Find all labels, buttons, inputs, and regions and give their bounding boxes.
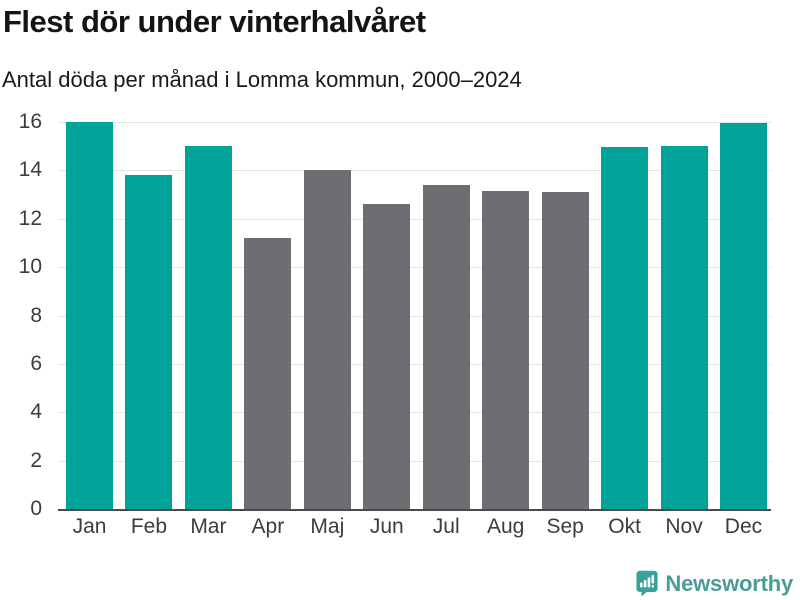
x-axis: Jan Feb Mar Apr Maj Jun Jul Aug Sep Okt Nov Dec — [58, 515, 771, 539]
bars-row — [58, 122, 771, 509]
speech-bubble-shape — [636, 570, 658, 597]
y-tick-label-8: 8 — [30, 303, 42, 327]
y-tick-label-0: 0 — [30, 497, 42, 520]
x-tick-label-jun: Jun — [369, 515, 404, 538]
gridline-6 — [58, 363, 771, 365]
x-tick-label-mar: Mar — [190, 515, 227, 538]
gridline-2 — [58, 460, 771, 462]
brand-name: Newsworthy — [665, 571, 793, 596]
brand-footer: Newsworthy — [636, 570, 793, 597]
x-tick-label-jan: Jan — [72, 515, 107, 538]
bar-jul — [422, 184, 470, 509]
bar-feb — [125, 175, 173, 509]
gridline-10 — [58, 267, 771, 269]
y-tick-label-6: 6 — [30, 351, 42, 375]
logo-bar-large — [648, 577, 651, 588]
bar-aug — [482, 190, 530, 509]
gridline-12 — [58, 218, 771, 220]
y-tick-label-10: 10 — [18, 255, 42, 279]
x-tick-label-nov: Nov — [665, 515, 703, 538]
x-tick-label-dec: Dec — [724, 515, 763, 538]
logo-bar-medium — [644, 580, 647, 588]
chart-title: Flest dör under vinterhalvåret — [3, 4, 426, 39]
logo-exclamation-dot — [651, 585, 655, 588]
x-tick-label-jul: Jul — [432, 515, 460, 538]
logo-exclamation-stem — [651, 575, 655, 584]
x-tick-label-aug: Aug — [486, 515, 525, 538]
x-tick-label-sep: Sep — [546, 515, 584, 538]
gridline-16 — [58, 122, 771, 123]
plot-area — [58, 122, 771, 511]
bar-jun — [363, 204, 411, 509]
bar-nov — [660, 146, 708, 509]
x-tick-label-apr: Apr — [251, 515, 285, 538]
y-tick-label-16: 16 — [18, 110, 42, 133]
bar-dec — [719, 123, 767, 509]
y-tick-label-2: 2 — [30, 448, 42, 472]
chart-subtitle: Antal döda per månad i Lomma kommun, 200… — [2, 67, 522, 92]
newsworthy-logo-icon — [636, 570, 658, 597]
logo-bar-small — [640, 582, 644, 588]
bar-jan — [66, 122, 113, 509]
x-tick-label-okt: Okt — [608, 515, 641, 538]
y-tick-label-12: 12 — [18, 206, 42, 230]
y-axis: 0 2 4 6 8 10 12 14 16 — [0, 111, 42, 520]
gridline-4 — [58, 412, 771, 414]
y-tick-label-4: 4 — [30, 400, 42, 424]
bar-okt — [601, 147, 649, 509]
bar-maj — [303, 170, 351, 509]
y-tick-label-14: 14 — [18, 158, 42, 182]
gridline-14 — [58, 170, 771, 172]
bar-sep — [541, 192, 589, 509]
gridline-8 — [58, 315, 771, 317]
x-tick-label-feb: Feb — [130, 515, 168, 538]
bar-apr — [244, 238, 292, 509]
x-tick-label-maj: Maj — [310, 515, 345, 538]
bar-mar — [184, 146, 232, 509]
